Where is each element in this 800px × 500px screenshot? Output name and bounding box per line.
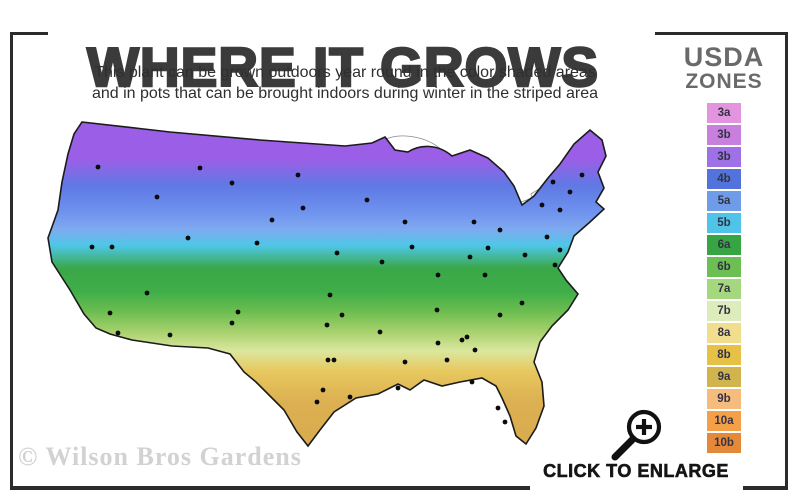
zone-chip-8a: 8a: [707, 323, 741, 343]
subtitle-line-1: This plant can be grown outdoors year ro…: [94, 64, 596, 81]
frame-left: [10, 32, 13, 490]
frame-bottom-left: [10, 486, 530, 490]
page-title: WHERE IT GROWS: [86, 35, 600, 98]
frame-right: [785, 32, 788, 490]
subtitle: This plant can be grown outdoors year ro…: [40, 62, 650, 104]
zone-chip-3a: 3a: [707, 103, 741, 123]
zone-chip-3b: 3b: [707, 125, 741, 145]
zone-chip-10a: 10a: [707, 411, 741, 431]
us-outline: [47, 121, 607, 447]
frame-bottom-right: [743, 486, 788, 490]
subtitle-line-2: and in pots that can be brought indoors …: [91, 85, 599, 102]
zone-chip-7b: 7b: [707, 301, 741, 321]
zone-chip-9b: 9b: [707, 389, 741, 409]
zone-chip-5b: 5b: [707, 213, 741, 233]
zone-chip-3b: 3b: [707, 147, 741, 167]
zone-chip-5a: 5a: [707, 191, 741, 211]
zone-chip-7a: 7a: [707, 279, 741, 299]
usda-zones-legend: USDA ZONES: [670, 44, 778, 93]
zone-chip-4b: 4b: [707, 169, 741, 189]
zone-chip-9a: 9a: [707, 367, 741, 387]
zone-chip-8b: 8b: [707, 345, 741, 365]
usda-zone-map[interactable]: [12, 110, 667, 478]
frame-top-left: [10, 32, 48, 35]
click-to-enlarge-button[interactable]: CLICK TO ENLARGE: [543, 461, 729, 482]
magnifier-plus-icon[interactable]: [598, 402, 672, 464]
zone-list: 3a 3b 3b 4b 5a 5b 6a 6b 7a 7b 8a 8b 9a 9b 10a 10b: [707, 103, 741, 455]
zone-chip-10b: 10b: [707, 433, 741, 453]
city-dots: [89, 164, 585, 425]
legend-title-usda: USDA: [683, 42, 765, 72]
zone-chip-6b: 6b: [707, 257, 741, 277]
zone-chip-6a: 6a: [707, 235, 741, 255]
frame-top-right: [655, 32, 788, 35]
legend-title-zones: ZONES: [685, 70, 763, 93]
watermark: © Wilson Bros Gardens: [18, 442, 302, 471]
